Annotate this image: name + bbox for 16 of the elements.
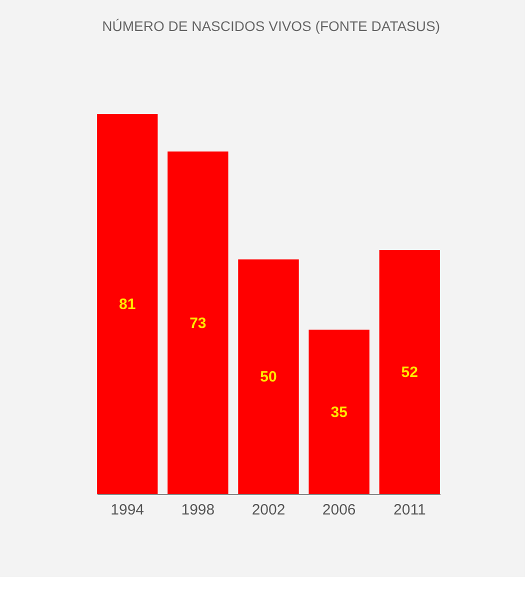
data-label: 73 [190,314,206,332]
bar [238,259,299,494]
data-label: 35 [330,404,348,421]
data-label: 52 [401,364,418,382]
bar [379,250,440,494]
x-tick-label: 2006 [322,502,356,518]
chart-title: NÚMERO DE NASCIDOS VIVOS (FONTE DATASUS) [102,18,440,34]
data-label: 81 [119,296,136,313]
data-label: 50 [260,368,277,386]
bar [97,114,158,494]
x-tick-label: 1994 [110,502,144,518]
x-tick-label: 1998 [181,502,215,518]
bar [168,152,228,494]
x-tick-label: 2002 [252,502,286,518]
bar [308,330,370,494]
x-tick-label: 2011 [394,502,426,518]
